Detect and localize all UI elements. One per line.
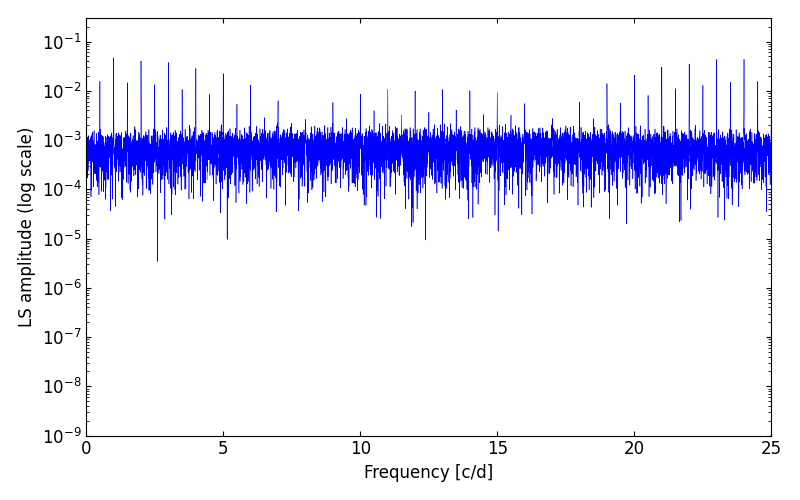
Y-axis label: LS amplitude (log scale): LS amplitude (log scale) — [18, 126, 36, 327]
X-axis label: Frequency [c/d]: Frequency [c/d] — [364, 464, 494, 482]
